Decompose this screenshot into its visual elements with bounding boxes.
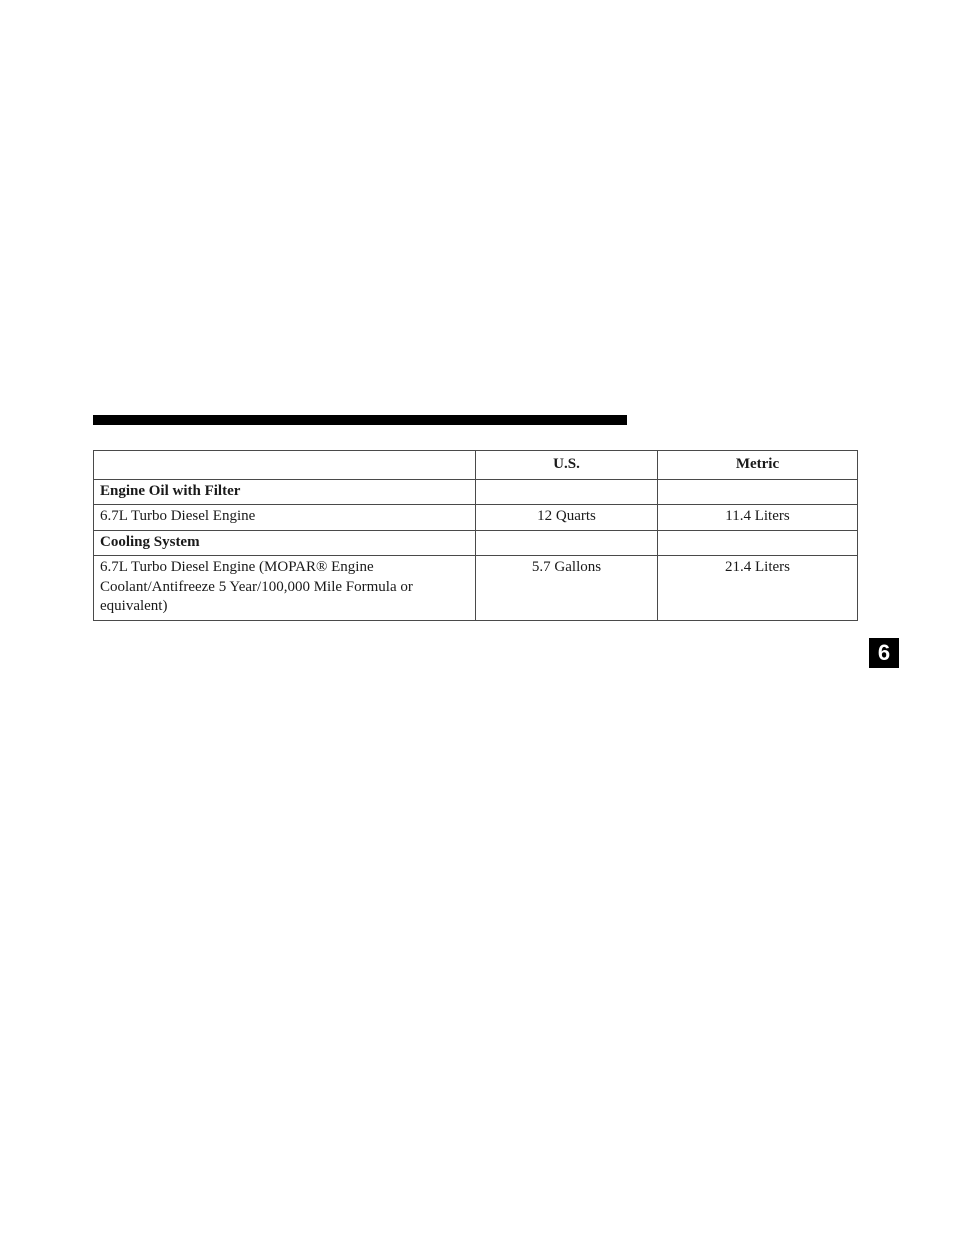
row-metric — [658, 479, 858, 505]
row-us — [476, 479, 658, 505]
row-label: 6.7L Turbo Diesel Engine — [94, 505, 476, 531]
col-header-blank — [94, 451, 476, 480]
row-us — [476, 530, 658, 556]
heading-rule — [93, 415, 627, 425]
row-label: 6.7L Turbo Diesel Engine (MOPAR® Engine … — [94, 556, 476, 621]
row-metric — [658, 530, 858, 556]
section-tab: 6 — [869, 638, 899, 668]
table-row: 6.7L Turbo Diesel Engine 12 Quarts 11.4 … — [94, 505, 858, 531]
col-header-us: U.S. — [476, 451, 658, 480]
row-metric: 21.4 Liters — [658, 556, 858, 621]
row-us: 12 Quarts — [476, 505, 658, 531]
table-row: Cooling System — [94, 530, 858, 556]
row-metric: 11.4 Liters — [658, 505, 858, 531]
table-row: 6.7L Turbo Diesel Engine (MOPAR® Engine … — [94, 556, 858, 621]
section-tab-label: 6 — [878, 640, 890, 666]
col-header-metric: Metric — [658, 451, 858, 480]
row-label: Cooling System — [94, 530, 476, 556]
row-us: 5.7 Gallons — [476, 556, 658, 621]
table-header-row: U.S. Metric — [94, 451, 858, 480]
row-label: Engine Oil with Filter — [94, 479, 476, 505]
table-row: Engine Oil with Filter — [94, 479, 858, 505]
page: U.S. Metric Engine Oil with Filter 6.7L … — [0, 0, 954, 1235]
capacities-table: U.S. Metric Engine Oil with Filter 6.7L … — [93, 450, 858, 621]
